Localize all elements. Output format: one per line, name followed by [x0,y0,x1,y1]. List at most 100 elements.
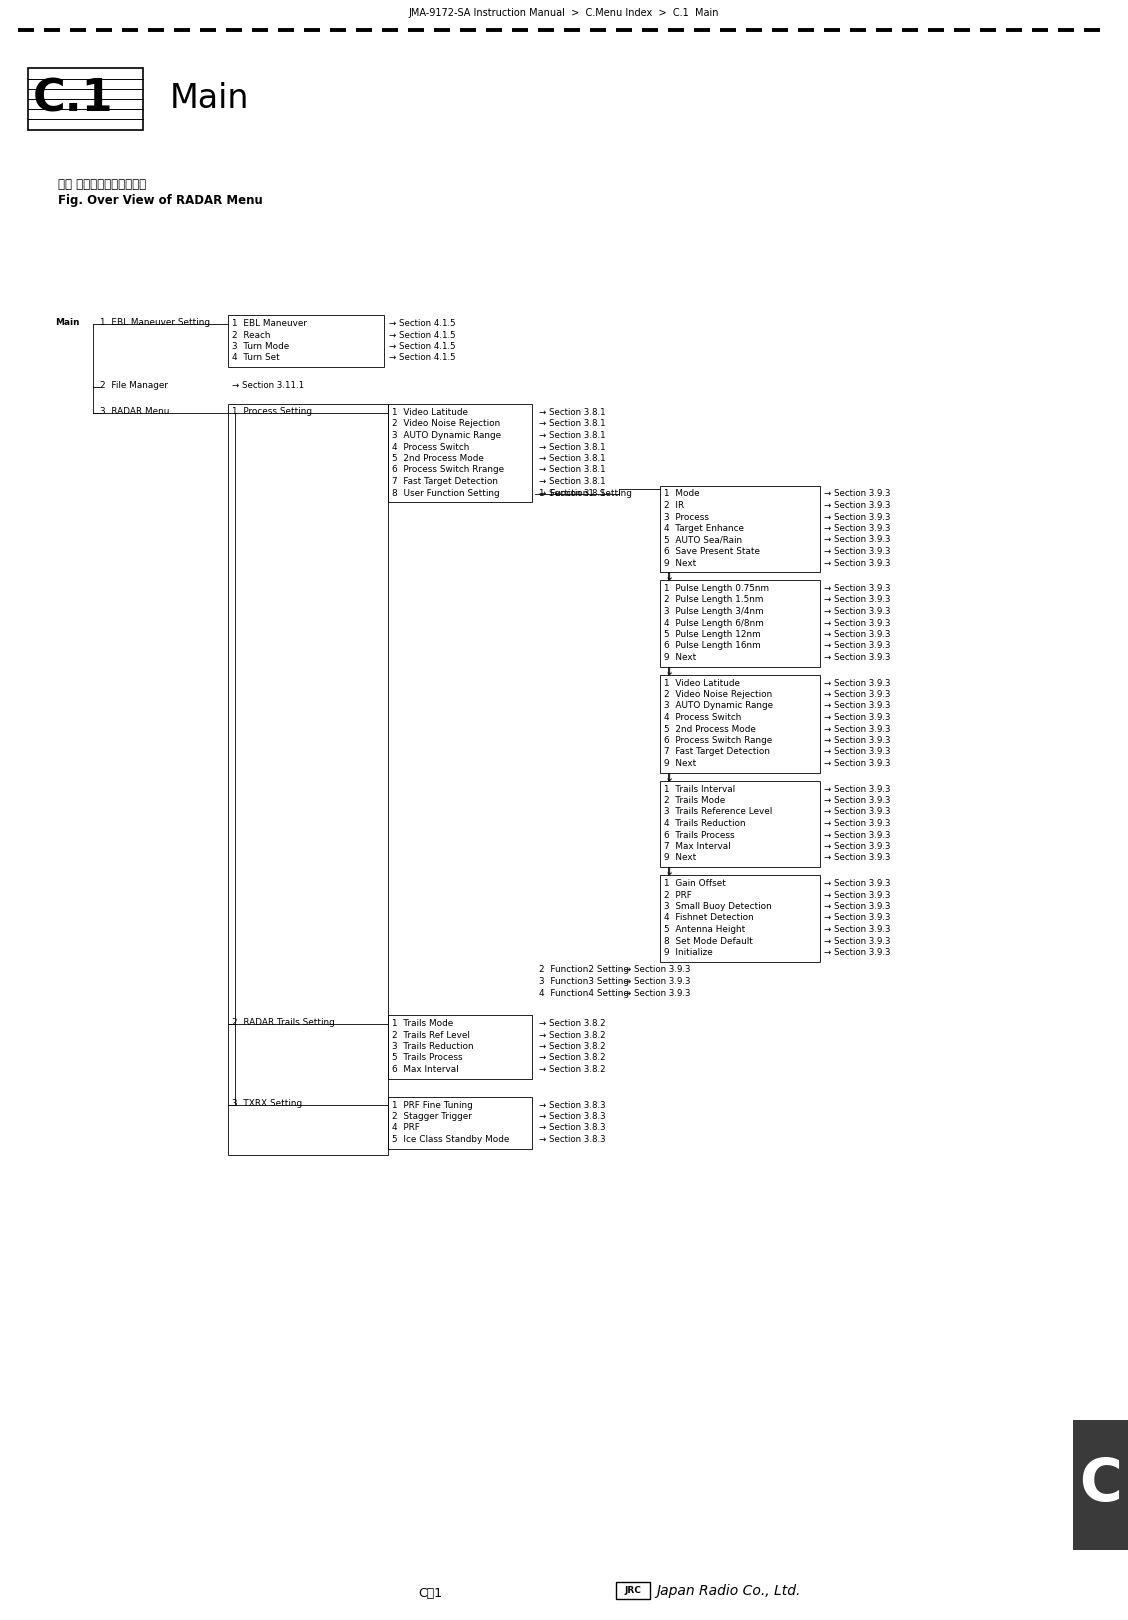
Text: → Section 3.8.1: → Section 3.8.1 [539,454,606,463]
Bar [660,875,820,962]
Text: → Section 3.9.3: → Section 3.9.3 [823,596,890,604]
Text: 6  Trails Process: 6 Trails Process [664,831,734,839]
Text: 9  Next: 9 Next [664,559,696,567]
Text: → Section 3.9.3: → Section 3.9.3 [823,831,890,839]
Bar [228,403,388,1155]
Text: 4  Trails Reduction: 4 Trails Reduction [664,820,746,828]
Text: → Section 3.8.3: → Section 3.8.3 [539,1111,606,1121]
Text: → Section 3.9.3: → Section 3.9.3 [823,914,890,922]
Text: 2  Pulse Length 1.5nm: 2 Pulse Length 1.5nm [664,596,764,604]
Text: 9  Next: 9 Next [664,760,696,768]
Text: 3  RADAR Menu: 3 RADAR Menu [100,407,169,416]
Text: 5  Pulse Length 12nm: 5 Pulse Length 12nm [664,630,760,638]
Text: 7  Fast Target Detection: 7 Fast Target Detection [664,747,770,757]
Text: 1  Process Setting: 1 Process Setting [232,407,312,416]
Text: 2  Function2 Setting: 2 Function2 Setting [539,966,629,975]
Bar [660,781,820,867]
Text: 2  Reach: 2 Reach [232,330,271,340]
Bar [228,314,384,368]
Bar [660,674,820,773]
Text: → Section 4.1.5: → Section 4.1.5 [389,342,456,352]
Text: 1  Function1  Setting: 1 Function1 Setting [539,489,632,497]
Text: 1  EBL Maneuver Setting: 1 EBL Maneuver Setting [100,318,210,327]
Text: 3  Trails Reduction: 3 Trails Reduction [393,1042,474,1051]
Text: → Section 3.9.3: → Section 3.9.3 [823,690,890,698]
Text: 1  Video Latitude: 1 Video Latitude [393,408,468,416]
Text: Main: Main [170,83,249,115]
Text: ↓: ↓ [666,666,675,677]
Text: → Section 3.8.1: → Section 3.8.1 [539,465,606,475]
Text: C: C [1079,1456,1122,1513]
Text: C－1: C－1 [418,1588,442,1601]
Text: → Section 3.9.3: → Section 3.9.3 [823,784,890,794]
Text: → Section 3.9.3: → Section 3.9.3 [823,523,890,533]
Text: 9  Next: 9 Next [664,854,696,862]
Text: 8  User Function Setting: 8 User Function Setting [393,489,500,497]
Text: JRC: JRC [625,1586,642,1596]
Text: → Section 3.9.3: → Section 3.9.3 [823,902,890,910]
Text: 4  Fishnet Detection: 4 Fishnet Detection [664,914,754,922]
Text: → Section 3.9.3: → Section 3.9.3 [823,795,890,805]
Text: → Section 3.8.1: → Section 3.8.1 [539,408,606,416]
Text: → Section 3.8.2: → Section 3.8.2 [539,1019,606,1029]
Text: 2  IR: 2 IR [664,501,684,510]
Text: 2  Stagger Trigger: 2 Stagger Trigger [393,1111,472,1121]
Text: → Section 3.9.3: → Section 3.9.3 [823,512,890,522]
Text: → Section 3.9.3: → Section 3.9.3 [823,842,890,850]
Text: ↓: ↓ [666,773,675,782]
Text: → Section 3.9.3: → Section 3.9.3 [823,548,890,556]
Text: Main: Main [55,318,79,327]
Text: → Section 3.9.3: → Section 3.9.3 [823,760,890,768]
Text: 2  PRF: 2 PRF [664,891,691,899]
Text: → Section 3.9.3: → Section 3.9.3 [823,854,890,862]
Text: 2  RADAR Trails Setting: 2 RADAR Trails Setting [232,1017,335,1027]
Text: → Section 3.9.3: → Section 3.9.3 [823,820,890,828]
Text: 3  TXRX Setting: 3 TXRX Setting [232,1100,302,1108]
Text: → Section 3.9.3: → Section 3.9.3 [823,608,890,616]
Text: → Section 3.9.3: → Section 3.9.3 [823,583,890,593]
Text: 6  Pulse Length 16nm: 6 Pulse Length 16nm [664,642,760,651]
Text: → Section 3.9.3: → Section 3.9.3 [823,489,890,499]
Text: 4  Process Switch: 4 Process Switch [664,713,741,723]
Text: → Section 3.9.3: → Section 3.9.3 [823,948,890,957]
Text: 3  Small Buoy Detection: 3 Small Buoy Detection [664,902,772,910]
Text: 2  File Manager: 2 File Manager [100,381,168,390]
Text: → Section 4.1.5: → Section 4.1.5 [389,353,456,363]
Text: 3  AUTO Dynamic Range: 3 AUTO Dynamic Range [393,431,501,441]
Bar [28,68,143,130]
Text: 4  Function4 Setting: 4 Function4 Setting [539,988,629,998]
Text: → Section 3.9.3: → Section 3.9.3 [823,713,890,723]
Text: → Section 3.11.1: → Section 3.11.1 [232,381,305,390]
Text: 6  Save Present State: 6 Save Present State [664,548,760,556]
Text: → Section 3.8.2: → Section 3.8.2 [539,1064,606,1074]
Text: → Section 4.1.5: → Section 4.1.5 [389,330,456,340]
Bar [616,1583,650,1599]
Text: 5  Trails Process: 5 Trails Process [393,1053,462,1063]
Text: 4  Process Switch: 4 Process Switch [393,442,469,452]
Text: 5  AUTO Sea/Rain: 5 AUTO Sea/Rain [664,536,742,544]
Text: → Section 3.8.1: → Section 3.8.1 [539,442,606,452]
Text: 9  Next: 9 Next [664,653,696,663]
Text: → Section 3.8.2: → Section 3.8.2 [539,1053,606,1063]
Text: 1  Pulse Length 0.75nm: 1 Pulse Length 0.75nm [664,583,769,593]
Text: → Section 3.8.3: → Section 3.8.3 [539,1136,606,1144]
Text: 5  Ice Class Standby Mode: 5 Ice Class Standby Mode [393,1136,510,1144]
Text: 1  Gain Offset: 1 Gain Offset [664,880,726,888]
Text: JMA-9172-SA Instruction Manual  >  C.Menu Index  >  C.1  Main: JMA-9172-SA Instruction Manual > C.Menu … [408,8,720,18]
Text: 3  AUTO Dynamic Range: 3 AUTO Dynamic Range [664,701,773,711]
Text: 3  Function3 Setting: 3 Function3 Setting [539,977,629,987]
Text: → Section 3.9.3: → Section 3.9.3 [823,501,890,510]
Text: 4  PRF: 4 PRF [393,1124,420,1132]
Text: → Section 3.9.3: → Section 3.9.3 [823,642,890,651]
Text: → Section 3.9.3: → Section 3.9.3 [823,891,890,899]
Text: 3  Pulse Length 3/4nm: 3 Pulse Length 3/4nm [664,608,764,616]
Text: 7  Fast Target Detection: 7 Fast Target Detection [393,476,497,486]
Text: 付図 レーダーメニュー階層: 付図 レーダーメニュー階層 [58,178,147,191]
Text: → Section 3.9.3: → Section 3.9.3 [823,630,890,638]
Text: → Section 3.9.3: → Section 3.9.3 [624,977,690,987]
Bar [388,1016,532,1079]
Text: 2  Video Noise Rejection: 2 Video Noise Rejection [393,420,500,429]
Text: 4  Target Enhance: 4 Target Enhance [664,523,744,533]
Text: 1  Trails Interval: 1 Trails Interval [664,784,735,794]
Text: → Section 3.9.3: → Section 3.9.3 [823,735,890,745]
